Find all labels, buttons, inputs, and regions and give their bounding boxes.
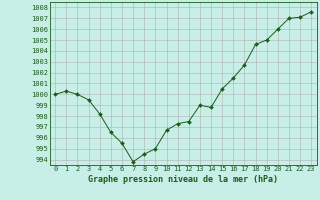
X-axis label: Graphe pression niveau de la mer (hPa): Graphe pression niveau de la mer (hPa) xyxy=(88,175,278,184)
